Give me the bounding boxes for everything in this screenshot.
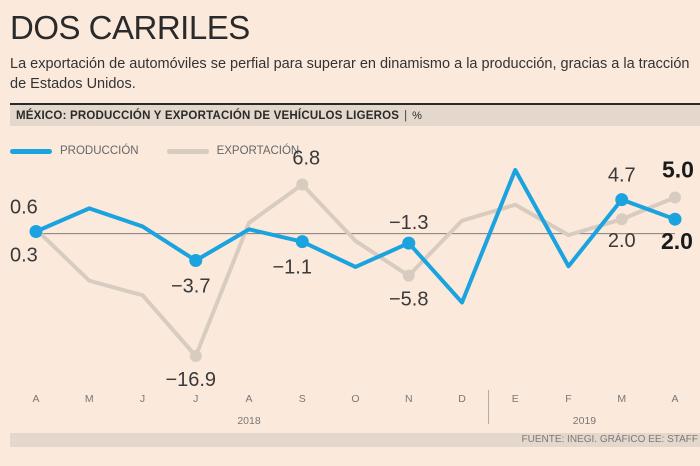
year-label-2018: 2018 [237,415,261,427]
x-tick-label-9: E [512,393,519,405]
data-point-export-3 [189,350,202,362]
chart-title: DOS CARRILES [10,9,250,46]
data-point-export-7 [402,269,415,282]
band-unit: % [412,109,422,122]
x-tick-label-5: S [299,393,306,405]
chart-header-band: MÉXICO: PRODUCCIÓN Y EXPORTACIÓN DE VEHÍ… [10,103,700,126]
data-label-export-11: 2.0 [608,230,636,252]
data-point-production-5 [295,235,309,249]
data-label-export-12: 5.0 [662,157,694,183]
series-line-export [34,182,677,358]
data-label-export-0: 0.6 [10,196,38,218]
data-label-export-7: −5.8 [389,289,428,311]
data-label-production-11: 4.7 [608,165,636,187]
data-point-production-3 [189,253,203,267]
data-label-export-3: −16.9 [165,369,216,391]
x-tick-label-3: J [193,393,198,405]
x-tick-label-1: M [85,393,94,405]
legend-swatch-export [166,148,209,154]
data-point-export-11 [615,213,628,226]
chart-legend: PRODUCCIÓN EXPORTACIÓN [10,145,327,157]
x-tick-label-6: O [351,393,359,405]
year-label-2019: 2019 [573,415,597,427]
footer-bar [10,433,700,447]
legend-label-production: PRODUCCIÓN [60,145,139,157]
x-tick-label-11: M [617,393,626,405]
subtitle-line-2: de Estados Unidos. [10,76,136,92]
x-tick-label-8: D [458,393,466,405]
data-label-production-12: 2.0 [661,228,693,254]
legend-swatch-production [10,148,52,154]
data-point-production-0 [29,225,43,239]
legend-item-production: PRODUCCIÓN [10,145,139,157]
band-separator: | [404,109,408,122]
data-point-production-11 [615,193,629,207]
x-tick-label-10: F [565,393,571,405]
data-label-production-5: −1.1 [273,257,312,279]
series-line-production [34,168,677,305]
data-label-production-3: −3.7 [171,275,210,297]
subtitle-line-1: La exportación de automóviles se perfial… [10,56,690,72]
legend-label-export: EXPORTACIÓN [216,145,300,157]
data-point-production-7 [402,236,416,250]
data-point-production-12 [668,212,682,226]
data-label-export-5: 6.8 [292,147,320,169]
legend-item-export: EXPORTACIÓN [166,145,300,157]
chart-subtitle: La exportación de automóviles se perfial… [10,54,700,94]
x-tick-label-4: A [245,393,252,405]
x-tick-label-0: A [32,393,39,405]
band-title: MÉXICO: PRODUCCIÓN Y EXPORTACIÓN DE VEHÍ… [16,109,400,122]
x-tick-label-12: A [671,393,678,405]
data-point-export-12 [669,191,681,204]
data-point-export-5 [296,178,309,191]
source-note: FUENTE: INEGI. GRÁFICO EE: STAFF [521,434,699,445]
data-label-production-7: −1.3 [389,212,428,234]
x-tick-label-2: J [140,393,145,405]
data-label-production-0: 0.3 [10,245,38,267]
x-tick-label-7: N [405,393,413,405]
